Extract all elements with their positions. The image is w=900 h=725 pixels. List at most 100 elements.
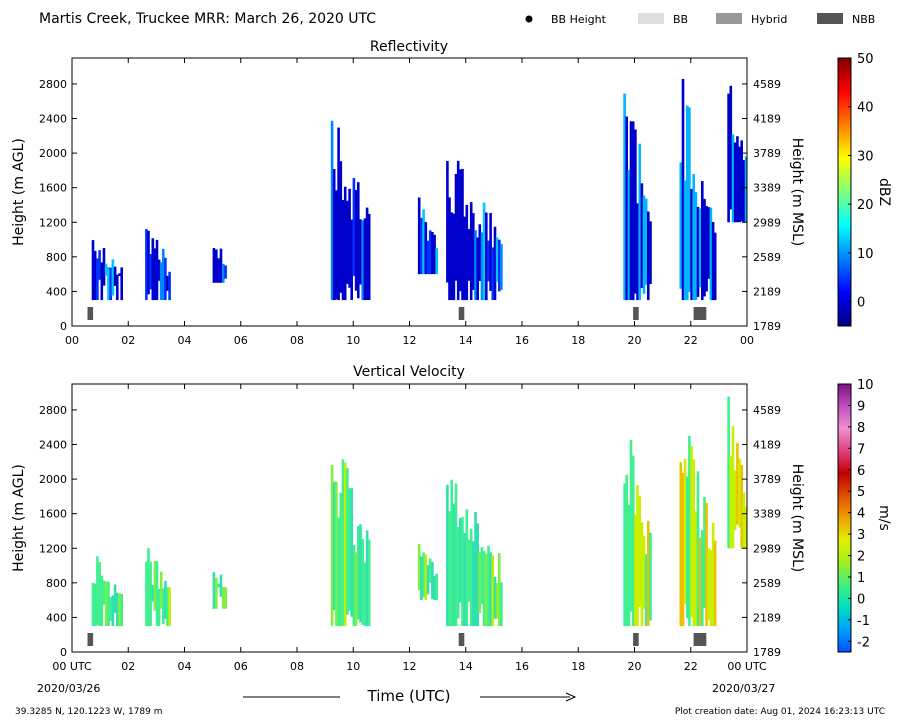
echo-column [454, 173, 458, 281]
echo-column [365, 207, 369, 300]
y-tick-label-right: 3389 [753, 182, 781, 195]
echo-cell [417, 543, 438, 601]
echo-column [222, 263, 225, 283]
echo-column [343, 186, 347, 301]
echo-column [482, 551, 486, 627]
x-tick-label: 14 [459, 334, 473, 347]
echo-column [164, 580, 167, 619]
plot-area [72, 58, 747, 326]
echo-column [703, 198, 706, 297]
echo-column [644, 554, 648, 627]
echo-column [215, 577, 218, 609]
echo-column [713, 540, 717, 627]
echo-column [744, 156, 748, 223]
x-tick-label: 00 UTC [52, 660, 92, 673]
legend-hybrid-label: Hybrid [751, 13, 787, 26]
y-tick-label: 1200 [39, 542, 67, 555]
echo-cell [212, 572, 227, 609]
figure-title: Martis Creek, Truckee MRR: March 26, 202… [39, 11, 376, 27]
echo-column [118, 273, 121, 276]
x-tick-label: 20 [628, 660, 642, 673]
echo-column [456, 160, 460, 301]
x-tick-label: 14 [459, 660, 473, 673]
echo-column [424, 554, 428, 601]
echo-column [102, 248, 106, 286]
vertical-velocity-colorbar-label: m/s [876, 505, 892, 531]
vertical-velocity-bb-markers [87, 633, 707, 646]
echo-cell [446, 479, 503, 627]
echo-column [417, 197, 421, 275]
echo-column [644, 198, 648, 285]
y-tick-label-right: 1789 [753, 320, 781, 333]
echo-column [417, 543, 421, 590]
echo-column [361, 538, 364, 625]
legend-bb-height-label: BB Height [551, 13, 607, 26]
echo-column [623, 93, 626, 300]
y-tick-label-right: 3789 [753, 147, 781, 160]
echo-cell [679, 435, 717, 627]
echo-column [480, 232, 484, 301]
echo-column [727, 396, 730, 549]
y-tick-label-right: 2989 [753, 216, 781, 229]
echo-column [164, 257, 167, 300]
echo-column [636, 485, 639, 627]
colorbar-tick-label: 7 [857, 442, 865, 457]
echo-column [742, 492, 746, 549]
echo-column [740, 464, 743, 549]
echo-column [736, 136, 739, 223]
xaxis-title: Time (UTC) [367, 687, 451, 705]
x-tick-label: 02 [121, 334, 135, 347]
echo-column [162, 248, 165, 300]
echo-column [698, 537, 702, 627]
y-tick-label-right: 2189 [753, 285, 781, 298]
echo-cell [727, 396, 748, 549]
y-tick-label-right: 2589 [753, 251, 781, 264]
bb-marker [87, 633, 94, 646]
echo-column [155, 239, 159, 300]
x-tick-label: 00 UTC [727, 660, 767, 673]
y-tick-label: 800 [46, 251, 67, 264]
bb-marker [87, 307, 94, 320]
echo-cell [417, 197, 438, 275]
echo-cell [446, 160, 503, 301]
echo-column [212, 572, 216, 609]
echo-column [422, 552, 425, 598]
end-date: 2020/03/27 [712, 682, 775, 695]
echo-column [428, 558, 432, 583]
echo-column [474, 230, 477, 300]
echo-column [489, 552, 492, 627]
colorbar-tick-label: 6 [857, 464, 865, 479]
colorbar-tick-label: 0 [857, 592, 865, 607]
y-tick-label: 2400 [39, 113, 67, 126]
reflectivity-echoes [72, 58, 748, 326]
echo-column [478, 552, 482, 613]
echo-column [120, 594, 123, 627]
echo-column [159, 571, 163, 609]
x-tick-label: 00 [740, 334, 754, 347]
echo-column [731, 134, 735, 223]
legend-nbb-label: NBB [852, 13, 875, 26]
echo-column [491, 555, 495, 627]
y-tick-label-right: 4589 [753, 404, 781, 417]
echo-column [107, 267, 110, 300]
bb-marker [693, 307, 707, 320]
echo-cell [145, 229, 171, 301]
bb-marker [458, 633, 465, 646]
reflectivity-panel: Reflectivity 00 02 04 06 08 10 12 14 16 18 20 22 000… [11, 39, 892, 347]
y-tick-label-right: 2189 [753, 611, 781, 624]
echo-column [219, 574, 223, 597]
echo-column [731, 426, 735, 549]
x-tick-label: 22 [684, 660, 698, 673]
echo-column [219, 248, 223, 283]
echo-column [359, 219, 362, 285]
echo-column [426, 240, 430, 275]
y-tick-label: 2400 [39, 439, 67, 452]
bb-marker [633, 633, 639, 646]
colorbar-tick-label: 1 [857, 571, 865, 586]
y-tick-label: 800 [46, 577, 67, 590]
colorbar-tick-label: 50 [857, 52, 874, 67]
echo-column [465, 509, 469, 627]
echo-column [365, 530, 369, 627]
echo-column [727, 93, 730, 223]
echo-column [681, 78, 685, 301]
